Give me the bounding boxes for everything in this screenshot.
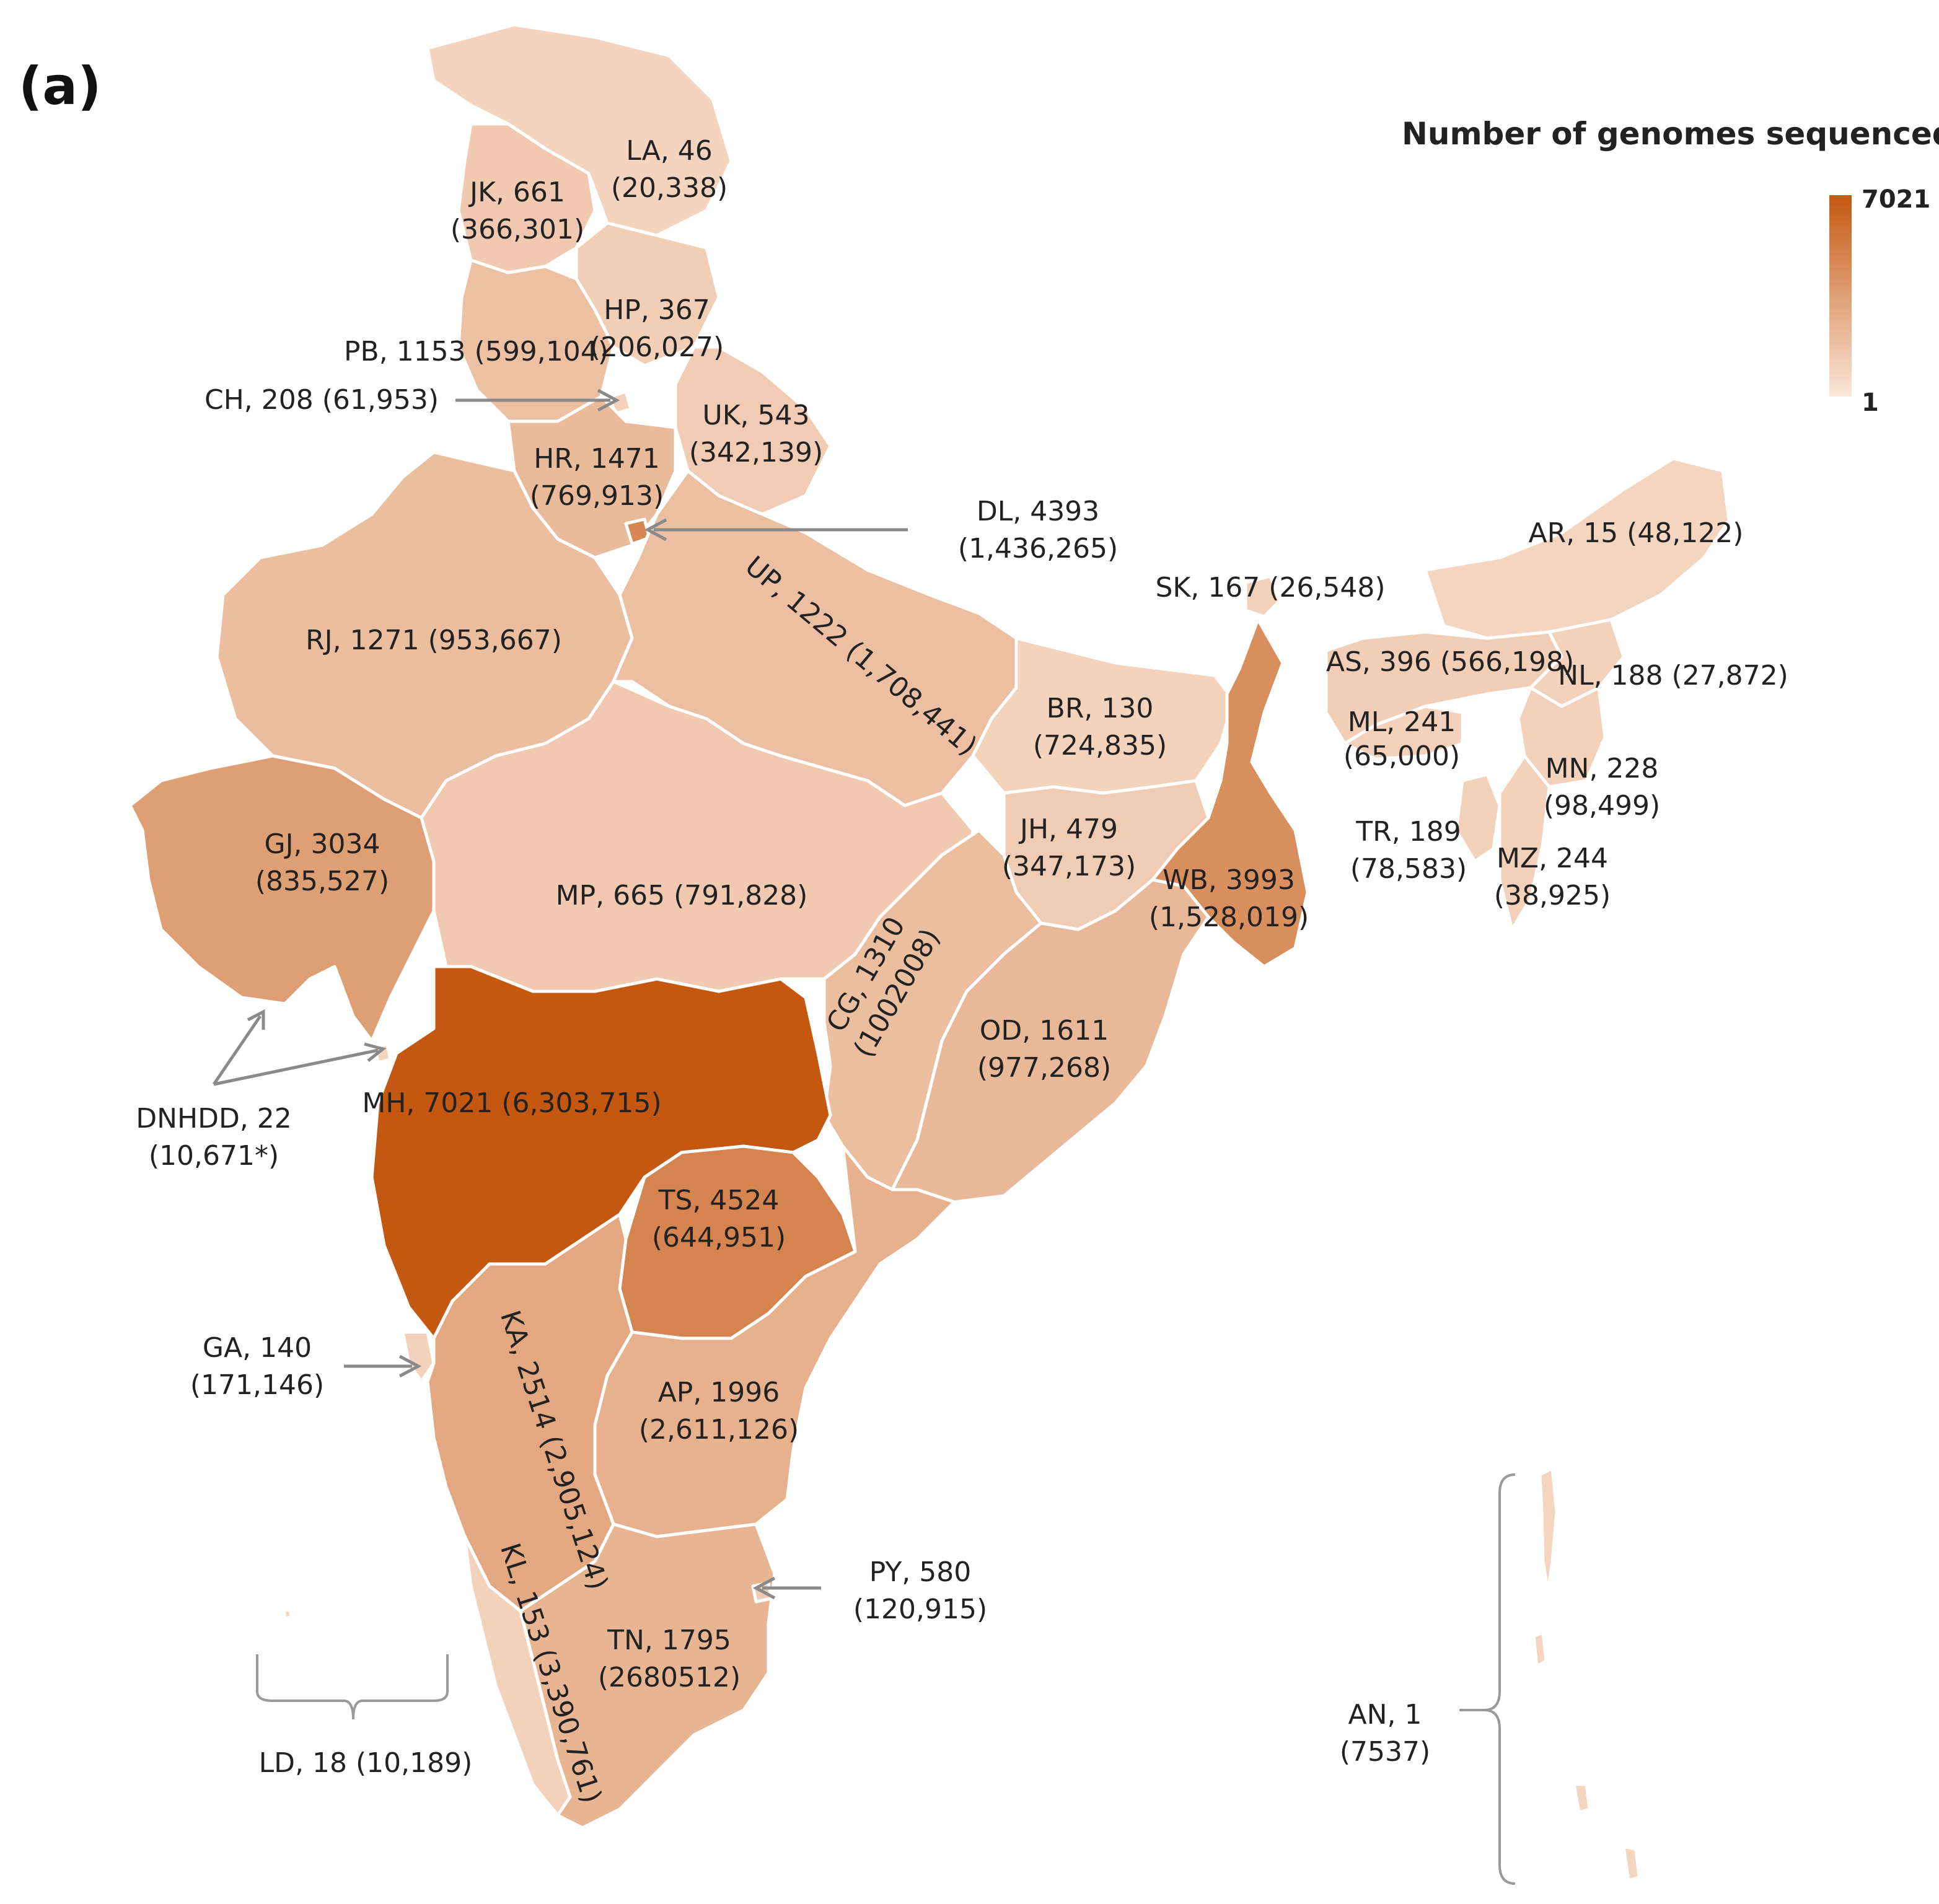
arrow-CH	[455, 388, 620, 412]
label-MN-line1: MN, 228	[1545, 753, 1659, 784]
label-GJ-line2: (835,527)	[255, 866, 389, 897]
label-JH-line1: JH, 479	[1018, 814, 1118, 845]
label-LA-line2: (20,338)	[611, 172, 728, 204]
region-GJ	[128, 754, 436, 1043]
label-UK-line2: (342,139)	[689, 437, 823, 468]
arrow-DNHDD-2	[213, 1042, 387, 1086]
label-PY-line1: PY, 580	[869, 1556, 971, 1588]
bracket-AN	[1459, 1473, 1516, 1885]
region-MZ	[1498, 754, 1551, 931]
region-UK	[674, 345, 832, 516]
arrow-GA	[344, 1354, 422, 1378]
panel-label: (a)	[19, 56, 101, 116]
label-MZ-line1: MZ, 244	[1497, 843, 1608, 874]
legend-max-label: 7021	[1862, 185, 1930, 214]
label-TN-line2: (2680512)	[598, 1662, 741, 1693]
arrow-DNHDD-1	[212, 1009, 265, 1086]
label-HR-line1: HR, 1471	[534, 443, 660, 475]
legend-title: Number of genomes sequenced	[1402, 116, 1939, 152]
label-GJ-line1: GJ, 3034	[264, 828, 380, 860]
arrow-PY	[752, 1576, 821, 1600]
region-MN	[1516, 686, 1607, 789]
label-LA-line1: LA, 46	[626, 135, 713, 167]
label-JK-line2: (366,301)	[451, 214, 584, 245]
label-UK-line1: UK, 543	[702, 400, 809, 431]
label-DNHDD-line1: DNHDD, 22	[136, 1103, 292, 1134]
region-TN	[519, 1522, 776, 1830]
legend: Number of genomes sequenced 7021 1	[1402, 116, 1939, 417]
label-DNHDD-line2: (10,671*)	[149, 1140, 279, 1172]
label-WB-line1: WB, 3993	[1163, 864, 1295, 896]
label-MN-line2: (98,499)	[1544, 790, 1660, 822]
arrow-DL	[644, 518, 908, 542]
label-MP: MP, 665 (791,828)	[556, 880, 808, 911]
label-TR-line1: TR, 189	[1355, 816, 1461, 848]
label-SK: SK, 167 (26,548)	[1155, 572, 1385, 603]
label-AR: AR, 15 (48,122)	[1529, 517, 1744, 549]
label-ML-line1: ML, 241	[1348, 706, 1456, 738]
label-TS-line1: TS, 4524	[658, 1185, 780, 1216]
region-LD	[282, 1608, 293, 1620]
label-BR-line1: BR, 130	[1047, 693, 1154, 724]
label-WB-line2: (1,528,019)	[1149, 902, 1309, 933]
label-DL-line2: (1,436,265)	[958, 533, 1118, 564]
label-RJ: RJ, 1271 (953,667)	[306, 625, 562, 656]
label-PY-line2: (120,915)	[853, 1594, 987, 1625]
label-AS: AS, 396 (566,198)	[1326, 646, 1574, 678]
brackets	[256, 1473, 1516, 1885]
label-AP-line2: (2,611,126)	[639, 1414, 799, 1446]
label-JH-line2: (347,173)	[1002, 851, 1136, 882]
label-TS-line2: (644,951)	[652, 1222, 786, 1253]
label-GA-line2: (171,146)	[190, 1369, 324, 1401]
label-TN-line1: TN, 1795	[607, 1625, 731, 1656]
label-AN-line1: AN, 1	[1348, 1699, 1422, 1731]
label-arrows	[212, 388, 908, 1600]
region-GA	[401, 1330, 436, 1384]
label-MH: MH, 7021 (6,303,715)	[362, 1087, 661, 1119]
label-JK-line1: JK, 661	[468, 177, 565, 208]
label-ML-line2: (65,000)	[1343, 740, 1460, 772]
label-HP-line2: (206,027)	[590, 331, 724, 363]
region-OD	[890, 878, 1210, 1204]
state-regions	[128, 23, 1731, 1882]
region-JK	[457, 122, 597, 274]
bracket-LD	[256, 1654, 449, 1720]
label-BR-line2: (724,835)	[1033, 730, 1167, 761]
label-OD-line1: OD, 1611	[980, 1015, 1109, 1046]
region-SK	[1244, 574, 1282, 618]
label-PB: PB, 1153 (599,104)	[344, 336, 609, 367]
label-AN-line2: (7537)	[1340, 1736, 1430, 1768]
region-WB	[1151, 618, 1309, 968]
label-DL-line1: DL, 4393	[977, 496, 1099, 527]
label-LD: LD, 18 (10,189)	[259, 1747, 473, 1779]
label-NL: NL, 188 (27,872)	[1558, 660, 1788, 691]
legend-color-bar	[1829, 195, 1852, 397]
region-ML	[1343, 704, 1464, 761]
label-MZ-line2: (38,925)	[1494, 880, 1611, 911]
label-OD-line2: (977,268)	[977, 1052, 1111, 1084]
region-KA	[426, 1213, 634, 1613]
label-HP-line1: HP, 367	[604, 294, 710, 326]
region-AN	[1532, 1467, 1641, 1882]
legend-min-label: 1	[1862, 388, 1879, 417]
label-GA-line1: GA, 140	[203, 1332, 312, 1364]
region-TR	[1454, 773, 1502, 863]
label-CH: CH, 208 (61,953)	[204, 384, 439, 416]
label-HR-line2: (769,913)	[530, 480, 664, 512]
label-AP-line1: AP, 1996	[658, 1377, 780, 1408]
label-TR-line2: (78,583)	[1350, 853, 1467, 885]
